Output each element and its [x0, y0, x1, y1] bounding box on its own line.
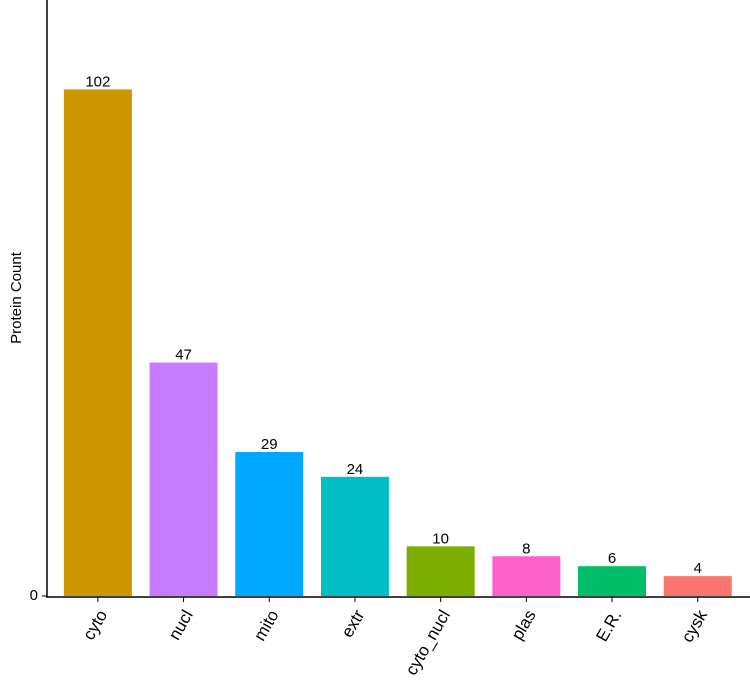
- x-tick-label: nucl: [165, 607, 197, 644]
- bar: [149, 362, 218, 596]
- value-label: 47: [175, 347, 192, 364]
- x-tick-label: mito: [250, 607, 283, 644]
- bar: [406, 546, 475, 596]
- value-label: 10: [432, 530, 449, 547]
- x-tick-label: cyto: [79, 607, 111, 644]
- bar: [63, 89, 132, 597]
- value-label: 8: [522, 540, 530, 557]
- value-label: 6: [608, 550, 616, 567]
- bar: [235, 451, 304, 596]
- value-label: 29: [261, 436, 278, 453]
- value-label: 102: [85, 73, 110, 90]
- bar: [663, 576, 732, 596]
- x-tick-label: extr: [338, 606, 369, 640]
- bar: [492, 556, 561, 596]
- value-label: 24: [347, 461, 364, 478]
- y-tick-label: 0: [30, 587, 38, 604]
- x-tick-label: E.R.: [592, 607, 625, 645]
- y-axis-label: Protein Count: [8, 251, 25, 344]
- x-tick-label: plas: [508, 607, 540, 644]
- bar: [320, 476, 389, 596]
- x-tick-label: cyto_nucl: [402, 607, 454, 679]
- bar: [578, 566, 647, 596]
- value-label: 4: [694, 560, 702, 577]
- x-tick-label: cysk: [678, 606, 712, 645]
